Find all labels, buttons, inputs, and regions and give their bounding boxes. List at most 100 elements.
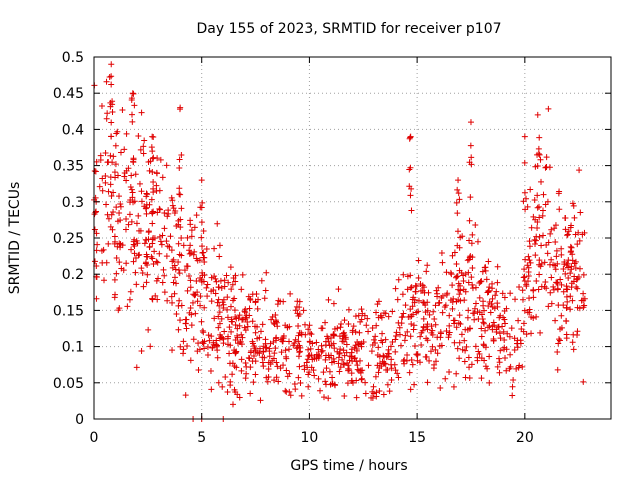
data-point [453, 199, 460, 206]
data-point [224, 294, 231, 301]
data-point [198, 219, 205, 226]
data-point [275, 378, 282, 385]
data-point [272, 345, 279, 352]
data-point [368, 348, 375, 355]
data-point [157, 238, 164, 245]
data-point [523, 281, 530, 288]
data-point [133, 364, 140, 371]
data-point [387, 343, 394, 350]
data-point [176, 164, 183, 171]
data-point [380, 352, 387, 359]
data-point [249, 340, 256, 347]
data-point [319, 347, 326, 354]
data-point [315, 354, 322, 361]
data-point [232, 321, 239, 328]
data-point [576, 167, 583, 174]
data-point [564, 231, 571, 238]
data-point [200, 228, 207, 235]
data-point [439, 309, 446, 316]
data-point [567, 270, 574, 277]
data-point [108, 73, 115, 80]
data-point [129, 194, 136, 201]
data-point [468, 240, 475, 247]
data-point [527, 259, 534, 266]
data-point [556, 188, 563, 195]
data-point [404, 286, 411, 293]
data-point [499, 323, 506, 330]
data-point [454, 345, 461, 352]
data-point [561, 259, 568, 266]
data-point [107, 181, 114, 188]
data-point [553, 253, 560, 260]
data-point [150, 178, 157, 185]
data-point [554, 279, 561, 286]
data-point [153, 182, 160, 189]
data-point [143, 279, 150, 286]
data-point [211, 245, 218, 252]
data-point [149, 168, 156, 175]
data-point [306, 352, 313, 359]
data-point [242, 359, 249, 366]
data-point [191, 292, 198, 299]
data-point [214, 354, 221, 361]
data-point [295, 323, 302, 330]
data-point [424, 326, 431, 333]
data-point [252, 348, 259, 355]
data-point [497, 347, 504, 354]
data-point [109, 226, 116, 233]
data-point [313, 339, 320, 346]
data-point [480, 341, 487, 348]
data-point [494, 300, 501, 307]
data-point [107, 152, 114, 159]
data-point [195, 340, 202, 347]
data-point [471, 310, 478, 317]
data-point [108, 192, 115, 199]
data-point [286, 338, 293, 345]
data-point [147, 343, 154, 350]
data-point [483, 276, 490, 283]
data-point [540, 191, 547, 198]
data-point [521, 277, 528, 284]
data-point [558, 245, 565, 252]
data-point [550, 286, 557, 293]
data-point [99, 175, 106, 182]
data-point [457, 234, 464, 241]
data-point [429, 327, 436, 334]
data-point [528, 224, 535, 231]
data-point [258, 277, 265, 284]
data-point [373, 322, 380, 329]
data-point [114, 243, 121, 250]
data-point [306, 322, 313, 329]
data-point [458, 331, 465, 338]
data-point [109, 98, 116, 105]
data-point [496, 355, 503, 362]
data-point [478, 333, 485, 340]
data-point [286, 370, 293, 377]
data-point [171, 274, 178, 281]
data-point [530, 294, 537, 301]
data-point [180, 346, 187, 353]
data-point [216, 309, 223, 316]
data-point [103, 201, 110, 208]
data-point [246, 305, 253, 312]
data-point [530, 213, 537, 220]
data-point [576, 305, 583, 312]
data-point [362, 390, 369, 397]
data-point [219, 383, 226, 390]
data-point [407, 386, 414, 393]
data-point [136, 251, 143, 258]
data-point [482, 363, 489, 370]
data-point [243, 363, 250, 370]
data-point [145, 326, 152, 333]
data-point [527, 186, 534, 193]
data-point [238, 286, 245, 293]
data-point [510, 376, 517, 383]
data-point [468, 154, 475, 161]
data-point [408, 356, 415, 363]
data-point [469, 281, 476, 288]
data-point [117, 200, 124, 207]
data-point [256, 345, 263, 352]
data-point [298, 392, 305, 399]
data-point [503, 305, 510, 312]
data-point [112, 238, 119, 245]
